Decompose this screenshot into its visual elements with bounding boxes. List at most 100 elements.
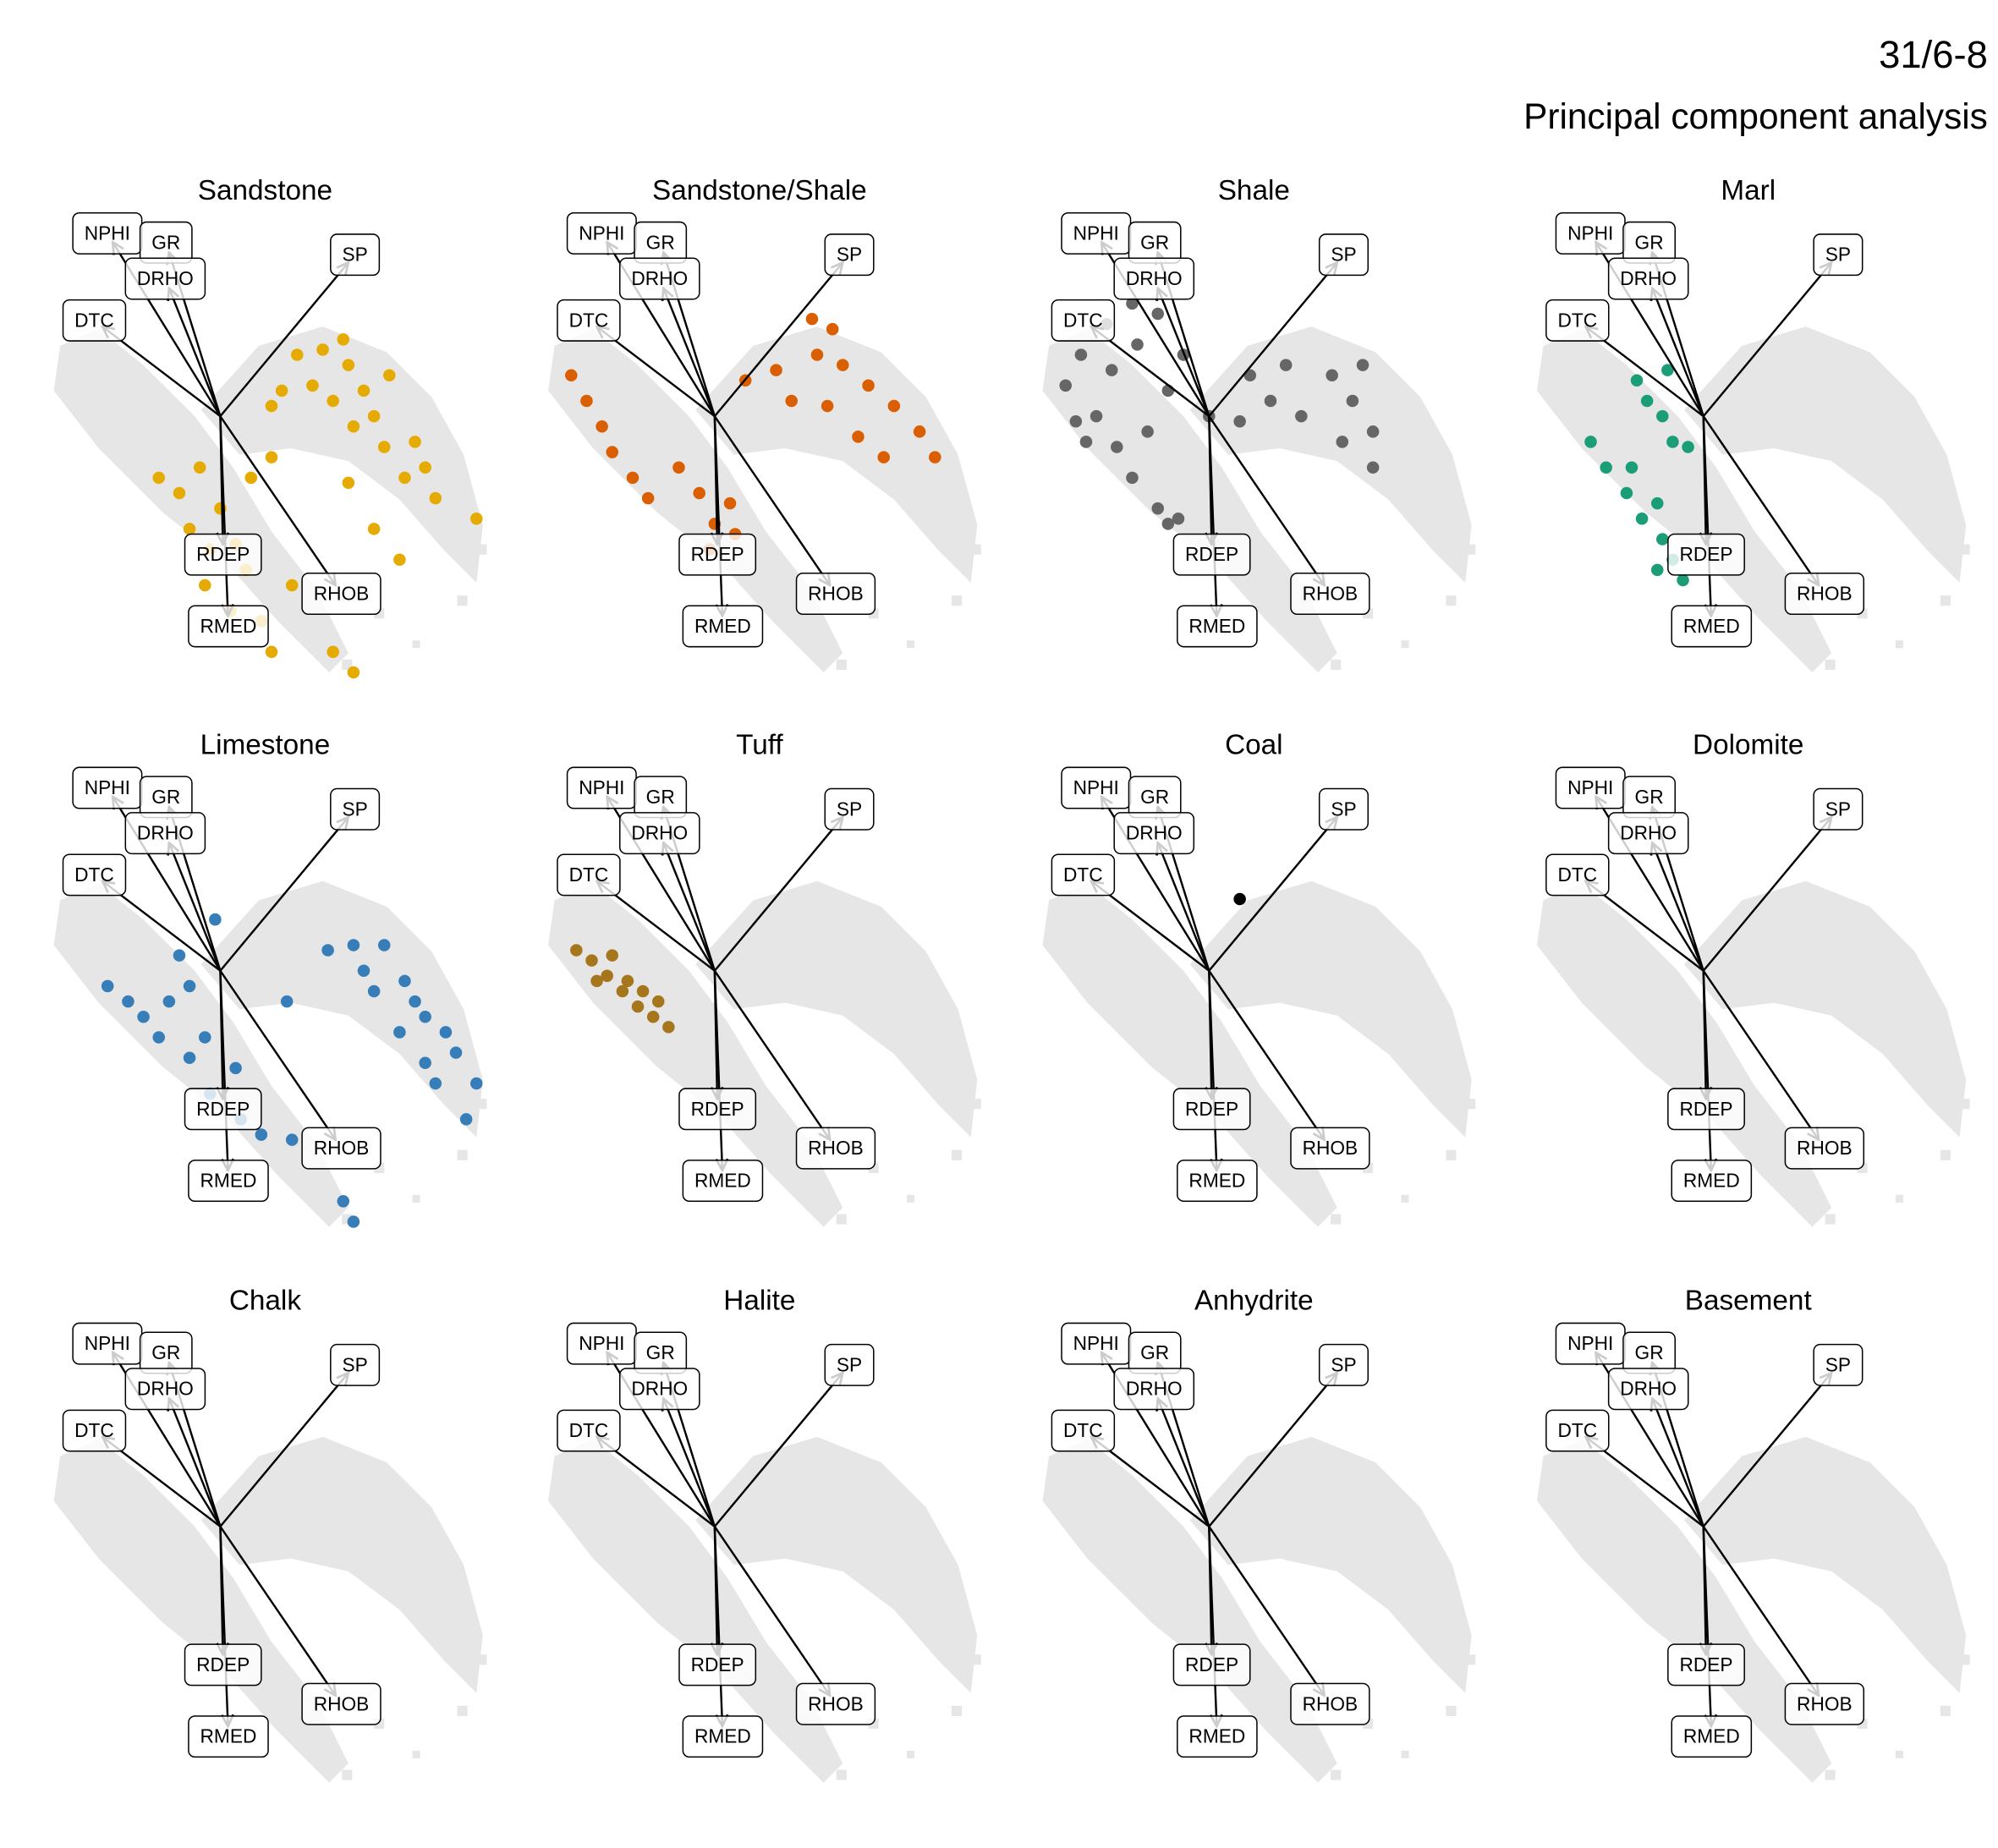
label-box bbox=[62, 1409, 127, 1452]
point bbox=[398, 974, 411, 988]
label-box bbox=[124, 257, 206, 300]
loading-label: RMED bbox=[682, 1160, 764, 1203]
density-background bbox=[1042, 1436, 1476, 1783]
loading-label: DTC bbox=[1051, 299, 1116, 342]
label-box bbox=[1667, 1643, 1745, 1686]
loading-arrow bbox=[663, 842, 716, 972]
loading-label: RDEP bbox=[1172, 1643, 1251, 1686]
point bbox=[449, 1046, 463, 1059]
loading-name: DTC bbox=[74, 309, 114, 331]
loading-arrow bbox=[713, 416, 722, 616]
label-box bbox=[330, 1343, 381, 1386]
point bbox=[1346, 394, 1359, 408]
panel: Anhydrite NPHI GR SP DTC DRHO RDEP RHOB RMED bbox=[1042, 1286, 1476, 1783]
point bbox=[183, 1051, 196, 1064]
label-box bbox=[1667, 1088, 1745, 1131]
panel-title: Anhydrite bbox=[1194, 1286, 1314, 1317]
loading-name: DRHO bbox=[137, 822, 194, 844]
loading-label: SP bbox=[1318, 233, 1370, 277]
point bbox=[1650, 563, 1664, 577]
loading-arrow bbox=[1208, 1373, 1337, 1527]
loading-name: SP bbox=[1331, 244, 1356, 266]
loading-label: DRHO bbox=[618, 1368, 700, 1411]
loading-label: DRHO bbox=[1607, 1368, 1689, 1411]
loading-label: RDEP bbox=[1667, 533, 1745, 576]
loading-name: DRHO bbox=[1620, 1378, 1677, 1400]
point bbox=[580, 394, 593, 408]
loading-arrow bbox=[1652, 1398, 1704, 1527]
loading-name: NPHI bbox=[85, 1332, 130, 1354]
point bbox=[837, 359, 849, 371]
point bbox=[1069, 414, 1083, 428]
label-box bbox=[1172, 1643, 1251, 1686]
point bbox=[1356, 359, 1370, 371]
label-box bbox=[184, 1088, 262, 1131]
point bbox=[265, 645, 278, 659]
label-box bbox=[682, 1715, 764, 1758]
loading-label: GR bbox=[1128, 221, 1182, 264]
panel: Halite NPHI GR SP DTC DRHO RDEP RHOB RMED bbox=[548, 1286, 981, 1783]
point bbox=[469, 513, 483, 525]
loading-arrow bbox=[713, 1373, 843, 1527]
loading-label: RHOB bbox=[1784, 1127, 1865, 1170]
point bbox=[429, 1077, 442, 1090]
density-background bbox=[548, 880, 981, 1227]
loading-arrow bbox=[1702, 262, 1831, 417]
point bbox=[173, 949, 186, 962]
loading-name: RMED bbox=[200, 1725, 257, 1747]
loading-arrow bbox=[1158, 1398, 1210, 1527]
loading-label: RDEP bbox=[184, 1643, 262, 1686]
loading-label: RMED bbox=[682, 605, 764, 648]
loading-name: RMED bbox=[1188, 1725, 1245, 1747]
point bbox=[1661, 364, 1674, 376]
loading-arrow bbox=[1208, 415, 1324, 585]
loading-label: DTC bbox=[557, 1409, 621, 1452]
point bbox=[419, 1056, 431, 1070]
point bbox=[606, 949, 619, 962]
label-box bbox=[557, 1409, 621, 1452]
label-box bbox=[1607, 257, 1689, 300]
point bbox=[1161, 518, 1175, 530]
loading-name: DTC bbox=[74, 1419, 114, 1441]
point bbox=[316, 343, 329, 356]
loading-label: SP bbox=[1813, 787, 1864, 831]
label-box bbox=[1113, 1368, 1195, 1411]
point bbox=[651, 995, 665, 1008]
point bbox=[1295, 409, 1308, 423]
loading-name: NPHI bbox=[1073, 776, 1119, 798]
loading-name: DTC bbox=[569, 309, 609, 331]
loading-label: DRHO bbox=[124, 257, 206, 300]
point bbox=[393, 553, 406, 567]
loading-label: NPHI bbox=[1061, 766, 1132, 809]
panel: Tuff NPHI GR SP DTC DRHO RDEP RHOB RMED bbox=[548, 730, 981, 1227]
point bbox=[377, 939, 391, 951]
label-box bbox=[824, 787, 875, 831]
loading-label: RDEP bbox=[1172, 1088, 1251, 1131]
panel: Coal NPHI GR SP DTC DRHO RDEP RHOB RMED bbox=[1042, 730, 1476, 1227]
loading-arrow bbox=[219, 970, 335, 1140]
point bbox=[183, 523, 196, 535]
point bbox=[626, 471, 639, 485]
loading-arrow bbox=[1702, 1373, 1831, 1527]
point bbox=[357, 384, 371, 398]
density-background bbox=[1536, 880, 1970, 1227]
loading-name: RMED bbox=[1683, 615, 1740, 637]
loading-arrow bbox=[1208, 970, 1216, 1171]
point bbox=[693, 486, 705, 500]
point bbox=[285, 1133, 299, 1146]
loading-label: DRHO bbox=[124, 812, 206, 855]
point bbox=[1105, 364, 1118, 376]
loading-name: NPHI bbox=[85, 776, 130, 798]
label-box bbox=[301, 573, 381, 616]
point bbox=[398, 471, 411, 485]
loading-name: RDEP bbox=[1679, 1098, 1732, 1120]
loading-label: DTC bbox=[1051, 1409, 1116, 1452]
loading-label: SP bbox=[1318, 1343, 1370, 1386]
density-background bbox=[1536, 326, 1970, 672]
loading-label: DTC bbox=[1545, 299, 1610, 342]
point bbox=[357, 964, 371, 978]
point bbox=[1336, 436, 1349, 448]
point bbox=[585, 954, 598, 967]
loading-label: RMED bbox=[682, 1715, 764, 1758]
loading-name: DTC bbox=[1063, 1419, 1103, 1441]
